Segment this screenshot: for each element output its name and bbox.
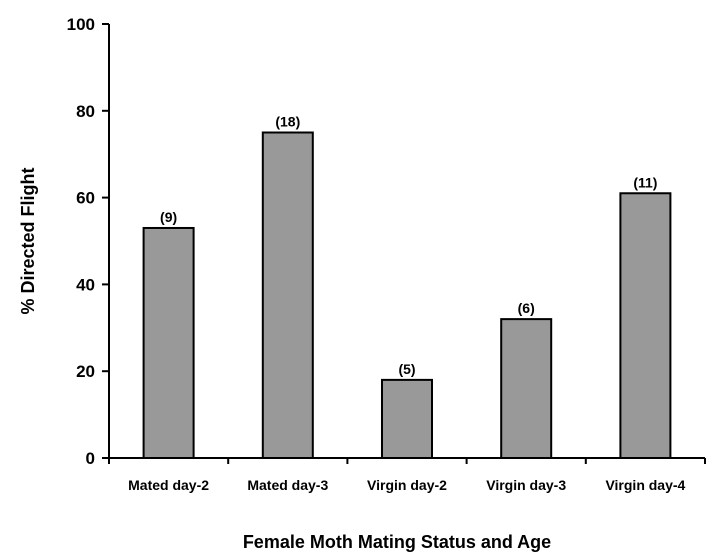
category-labels: Mated day-2 Mated day-3 Virgin day-2 Virgin… <box>128 477 685 493</box>
y-tick-label: 20 <box>76 362 95 381</box>
x-category-label: Virgin day-2 <box>367 477 447 493</box>
bar-virgin-day-3 <box>500 318 553 459</box>
y-tick-label: 0 <box>86 449 95 468</box>
bar-data-label: (9) <box>160 209 177 225</box>
data-labels: (9) (18) (5) (6) (11) <box>160 114 657 377</box>
bars <box>142 131 672 460</box>
bar-mated-day-3 <box>261 131 314 459</box>
x-category-label: Virgin day-4 <box>605 477 685 493</box>
y-tick-label: 80 <box>76 102 95 121</box>
x-axis-title: Female Moth Mating Status and Age <box>243 532 551 552</box>
y-tick-label: 100 <box>67 15 95 34</box>
x-ticks <box>108 458 706 464</box>
bar-data-label: (18) <box>275 114 300 130</box>
x-category-label: Mated day-2 <box>128 477 209 493</box>
y-ticks: 0 20 40 60 80 100 <box>67 15 109 468</box>
bar-virgin-day-4 <box>619 192 672 459</box>
bar-data-label: (11) <box>633 174 657 190</box>
bar-mated-day-2 <box>142 226 195 459</box>
bar-virgin-day-2 <box>381 378 433 460</box>
y-tick-label: 60 <box>76 189 95 208</box>
bar-data-label: (5) <box>398 361 415 377</box>
y-tick-label: 40 <box>76 275 95 294</box>
x-category-label: Virgin day-3 <box>486 477 566 493</box>
y-axis-title: % Directed Flight <box>18 167 38 314</box>
bar-data-label: (6) <box>518 300 535 316</box>
x-category-label: Mated day-3 <box>247 477 328 493</box>
